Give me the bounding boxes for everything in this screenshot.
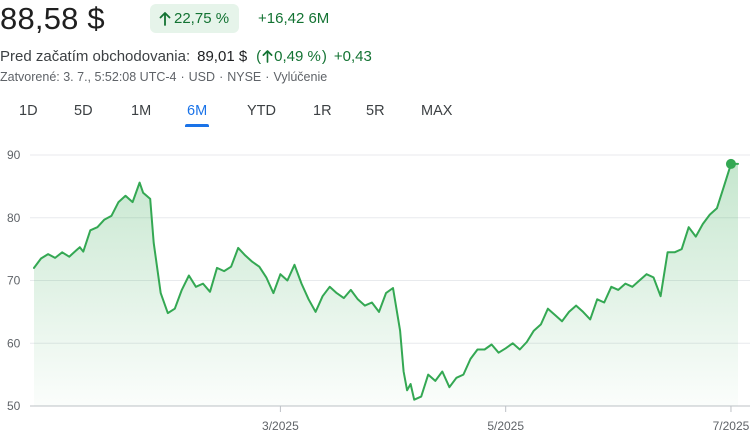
premarket-label: Pred začatím obchodovania: — [0, 47, 191, 65]
x-tick-label: 3/2025 — [262, 419, 299, 433]
y-tick-label: 90 — [7, 148, 21, 162]
y-tick-label: 70 — [7, 274, 21, 288]
change-absolute: +16,42 6M — [258, 10, 330, 27]
range-tab-1d[interactable]: 1D — [19, 103, 38, 119]
change-percent: 22,75 % — [174, 10, 230, 27]
price-chart[interactable]: 50 60 70 80 90 3/2025 5/2025 7/2025 — [0, 140, 750, 441]
separator: · — [265, 70, 270, 84]
premarket-row: Pred začatím obchodovania: 89,01 $ ( 0,4… — [0, 45, 372, 67]
range-tab-1r[interactable]: 1R — [313, 103, 332, 119]
range-tab-5r[interactable]: 5R — [366, 103, 385, 119]
premarket-price: 89,01 $ — [197, 47, 248, 65]
exchange: NYSE — [227, 70, 262, 84]
range-tab-1m[interactable]: 1M — [131, 103, 152, 119]
last-price-dot — [725, 158, 736, 169]
separator: · — [180, 70, 185, 84]
premarket-percent: ( 0,49 % ) — [256, 48, 327, 65]
x-tick-label: 7/2025 — [713, 419, 750, 433]
y-tick-label: 50 — [7, 399, 21, 413]
price-area-fill — [34, 163, 738, 406]
y-tick-label: 80 — [7, 211, 21, 225]
y-tick-label: 60 — [7, 336, 21, 350]
range-tab-6m[interactable]: 6M — [184, 98, 210, 127]
premarket-absolute: +0,43 — [333, 47, 372, 65]
premarket-percent-value: 0,49 % — [274, 47, 321, 65]
current-price: 88,58 $ — [0, 1, 105, 36]
arrow-up-icon — [159, 11, 171, 26]
quote-header: 88,58 $ 22,75 % +16,42 6M — [0, 0, 750, 38]
separator: · — [219, 70, 224, 84]
range-tab-max[interactable]: MAX — [421, 103, 453, 119]
open-paren: ( — [256, 47, 262, 65]
range-tab-5d[interactable]: 5D — [74, 103, 93, 119]
disclaimer-link[interactable]: Vylúčenie — [273, 70, 328, 84]
closed-time: Zatvorené: 3. 7., 5:52:08 UTC-4 — [0, 70, 177, 84]
range-tab-ytd[interactable]: YTD — [247, 103, 276, 119]
close-paren: ) — [321, 47, 327, 65]
arrow-up-icon — [262, 49, 273, 63]
currency: USD — [188, 70, 216, 84]
x-tick-label: 5/2025 — [487, 419, 524, 433]
market-meta: Zatvorené: 3. 7., 5:52:08 UTC-4 · USD · NYSE… — [0, 70, 327, 84]
change-percent-badge: 22,75 % — [150, 4, 240, 33]
price-line — [33, 162, 739, 401]
